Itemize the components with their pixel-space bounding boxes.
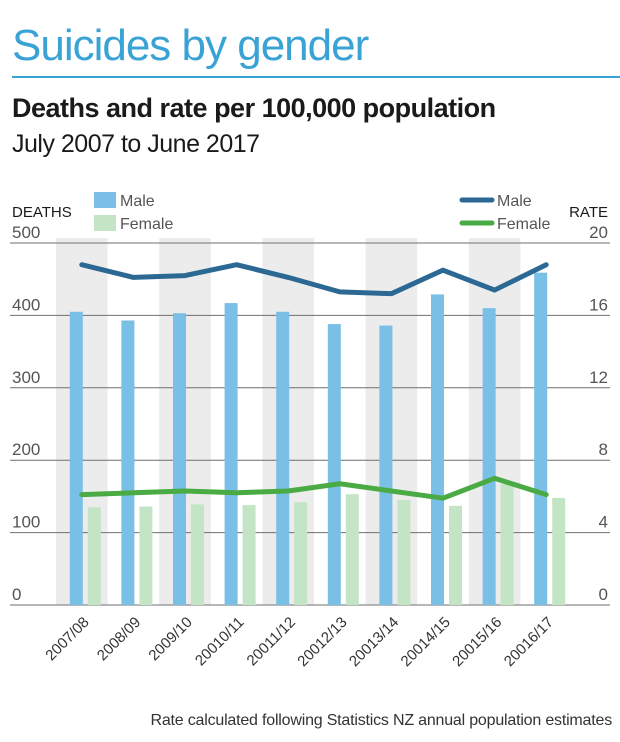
chart-subtitle: Deaths and rate per 100,000 population	[12, 93, 496, 123]
category-label: 2007/08	[42, 614, 92, 664]
female-bar	[87, 507, 101, 605]
female-bar	[242, 505, 256, 605]
female-bar	[139, 506, 153, 605]
title-rule	[12, 76, 620, 78]
rate-lines	[79, 262, 549, 501]
footnote: Rate calculated following Statistics NZ …	[150, 712, 612, 729]
right-tick-label: 16	[589, 295, 608, 314]
male-bar	[276, 311, 290, 605]
right-tick-label: 20	[589, 223, 608, 242]
right-tick-label: 8	[599, 440, 608, 459]
male-bar	[173, 313, 186, 605]
female-bar	[191, 504, 204, 605]
male-bar	[69, 311, 83, 605]
left-tick-label: 500	[12, 223, 40, 242]
category-label: 20016/17	[501, 614, 557, 670]
axes: 0 0 100 4 200 8 300 12 400 16 500 20 DEATHS RATE	[12, 204, 608, 604]
left-tick-label: 0	[12, 585, 21, 604]
category-label: 20012/13	[294, 614, 350, 670]
left-axis-title: DEATHS	[12, 204, 72, 221]
category-labels: 2007/08 2008/09 2009/1020010/1120011/12200…	[42, 614, 557, 670]
bar-legend-label: Male	[120, 193, 155, 210]
bars	[69, 272, 566, 605]
female-bar	[449, 505, 462, 605]
male-bar	[482, 308, 496, 605]
left-tick-label: 100	[12, 513, 40, 532]
category-label: 20011/12	[244, 614, 299, 669]
right-tick-label: 4	[599, 513, 608, 532]
category-label: 20014/15	[398, 614, 454, 670]
male-rate-line	[79, 262, 549, 297]
female-bar	[294, 502, 308, 605]
female-bar	[552, 497, 566, 605]
chart-period: July 2007 to June 2017	[12, 130, 260, 158]
male-bar	[121, 320, 135, 605]
category-label: 20010/11	[192, 614, 247, 669]
male-bar	[327, 324, 341, 605]
male-bar	[431, 294, 444, 605]
male-bar	[224, 303, 238, 605]
right-axis-title: RATE	[569, 204, 608, 221]
bar-legend-swatch	[94, 192, 116, 208]
chart-title: Suicides by gender	[12, 21, 369, 70]
category-label: 2008/09	[94, 614, 144, 664]
category-label: 20015/16	[449, 614, 505, 670]
male-bar	[379, 325, 393, 605]
right-tick-label: 12	[589, 368, 608, 387]
female-rate-line	[79, 475, 549, 501]
category-label: 2009/10	[145, 614, 195, 664]
legend: Male Female Male Female	[94, 192, 550, 233]
line-legend-label: Male	[497, 193, 532, 210]
left-tick-label: 300	[12, 368, 40, 387]
left-tick-label: 400	[12, 295, 40, 314]
bar-legend-swatch	[94, 215, 116, 231]
line-legend-label: Female	[497, 216, 550, 233]
chart: 0 0 100 4 200 8 300 12 400 16 500 20 DEATHS RATE Male…	[10, 192, 610, 670]
female-bar	[345, 494, 359, 605]
female-bar	[500, 484, 514, 605]
category-label: 20013/14	[346, 614, 402, 670]
left-tick-label: 200	[12, 440, 40, 459]
male-bar	[534, 272, 548, 605]
right-tick-label: 0	[599, 585, 608, 604]
bar-legend-label: Female	[120, 216, 173, 233]
gridlines	[10, 242, 610, 606]
female-bar	[397, 500, 411, 605]
